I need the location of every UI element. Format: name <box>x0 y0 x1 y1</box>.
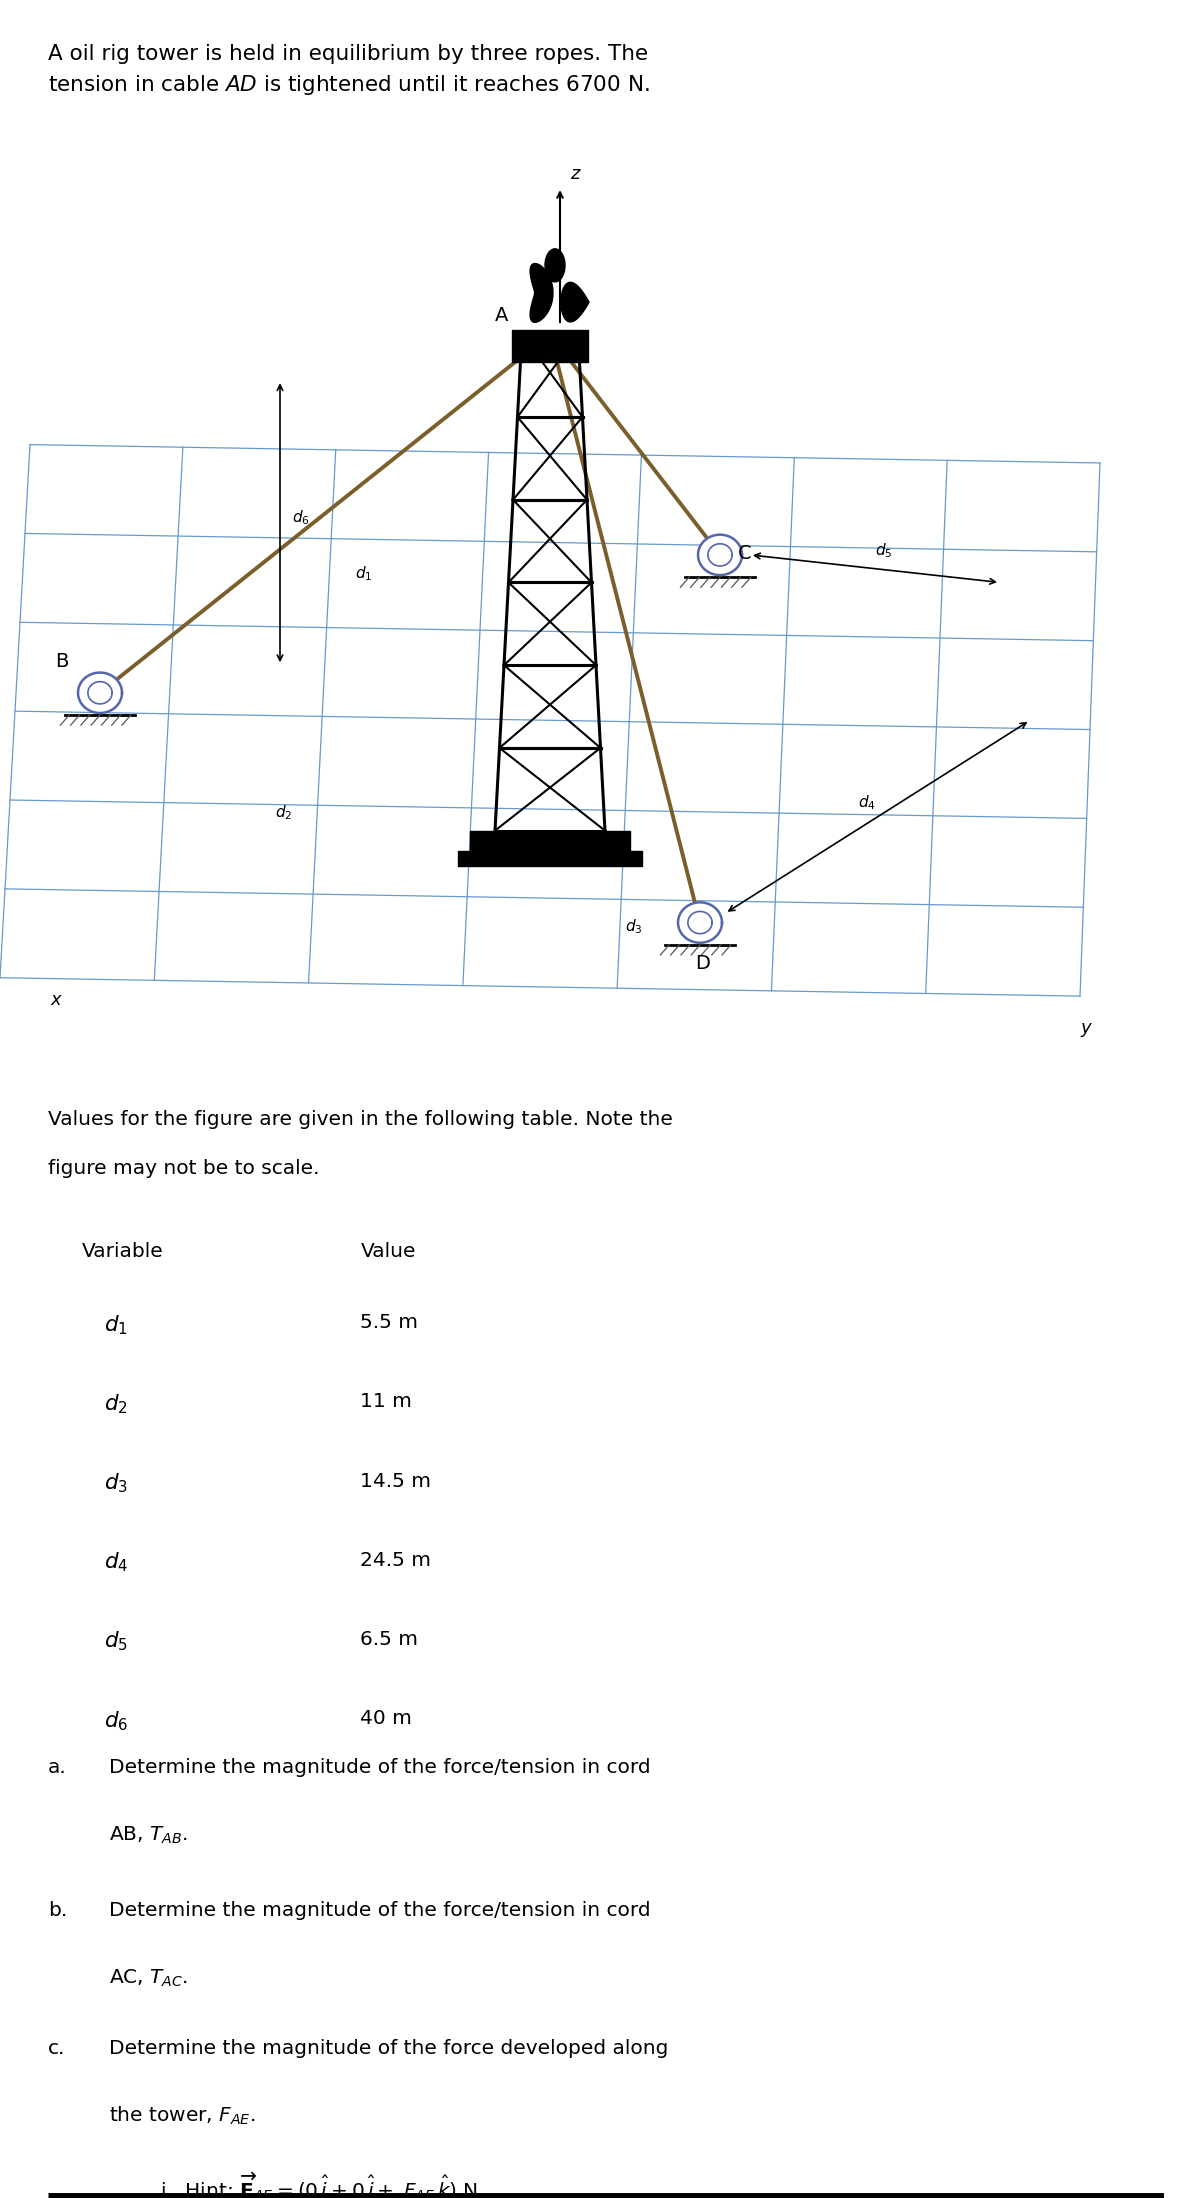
Text: Variable: Variable <box>82 1242 163 1262</box>
Text: Values for the figure are given in the following table. Note the: Values for the figure are given in the f… <box>48 1110 673 1130</box>
Text: $d_3$: $d_3$ <box>625 919 642 936</box>
Text: b.: b. <box>48 1901 67 1921</box>
Text: Determine the magnitude of the force/tension in cord: Determine the magnitude of the force/ten… <box>109 1758 652 1778</box>
Text: $d_5$: $d_5$ <box>104 1631 127 1653</box>
Text: $d_4$: $d_4$ <box>104 1552 128 1574</box>
Text: $d_4$: $d_4$ <box>858 793 875 813</box>
Text: 14.5 m: 14.5 m <box>360 1473 432 1490</box>
Text: D: D <box>695 954 710 972</box>
Text: A oil rig tower is held in equilibrium by three ropes. The: A oil rig tower is held in equilibrium b… <box>48 44 648 64</box>
Text: z: z <box>570 165 580 182</box>
Text: i.  Hint: $\overrightarrow{\mathbf{F}}_{AE} = (0\,\hat{i} + 0\,\hat{j} +\; F_{AE: i. Hint: $\overrightarrow{\mathbf{F}}_{A… <box>160 2172 484 2198</box>
Text: A: A <box>496 306 509 325</box>
Polygon shape <box>708 543 732 567</box>
Text: Determine the magnitude of the force/tension in cord: Determine the magnitude of the force/ten… <box>109 1901 652 1921</box>
Polygon shape <box>88 681 112 703</box>
Text: $d_6$: $d_6$ <box>292 508 310 528</box>
Text: E: E <box>568 848 581 866</box>
Text: 11 m: 11 m <box>360 1394 413 1411</box>
Text: C: C <box>738 545 751 563</box>
Text: tension in cable $AD$ is tightened until it reaches 6700 N.: tension in cable $AD$ is tightened until… <box>48 73 649 97</box>
Text: x: x <box>50 991 61 1009</box>
Text: y: y <box>1080 1020 1091 1037</box>
Text: $d_5$: $d_5$ <box>875 541 893 560</box>
Polygon shape <box>530 264 553 323</box>
Text: Value: Value <box>360 1242 416 1262</box>
Text: Determine the magnitude of the force developed along: Determine the magnitude of the force dev… <box>109 2040 668 2057</box>
Text: 6.5 m: 6.5 m <box>360 1631 419 1648</box>
Text: 5.5 m: 5.5 m <box>360 1312 419 1332</box>
Polygon shape <box>78 673 122 712</box>
Text: $d_1$: $d_1$ <box>355 565 372 582</box>
Polygon shape <box>688 912 712 934</box>
Text: figure may not be to scale.: figure may not be to scale. <box>48 1161 319 1178</box>
Text: $d_6$: $d_6$ <box>104 1710 128 1732</box>
Polygon shape <box>562 281 589 321</box>
Text: $d_2$: $d_2$ <box>104 1394 127 1416</box>
Text: c.: c. <box>48 2040 65 2057</box>
Text: $d_2$: $d_2$ <box>275 802 293 822</box>
Text: AC, $T_{AC}$.: AC, $T_{AC}$. <box>109 1967 188 1989</box>
Text: a.: a. <box>48 1758 67 1778</box>
Polygon shape <box>678 903 722 943</box>
Text: 24.5 m: 24.5 m <box>360 1552 432 1569</box>
Text: AB, $T_{AB}$.: AB, $T_{AB}$. <box>109 1824 188 1846</box>
Polygon shape <box>545 248 565 281</box>
Text: $d_3$: $d_3$ <box>104 1473 127 1495</box>
Text: $d_1$: $d_1$ <box>104 1312 127 1336</box>
Polygon shape <box>698 534 742 576</box>
Text: B: B <box>55 653 68 670</box>
Text: the tower, $F_{AE}$.: the tower, $F_{AE}$. <box>109 2106 256 2128</box>
Text: 40 m: 40 m <box>360 1710 413 1728</box>
